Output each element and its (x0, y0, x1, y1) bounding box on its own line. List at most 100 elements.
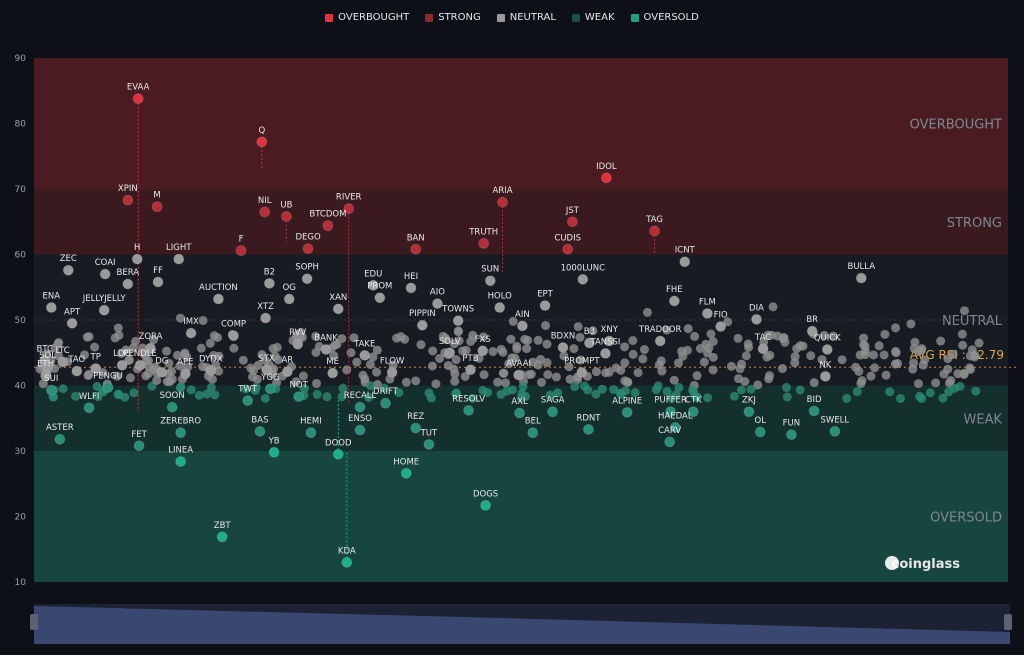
crowd-dot (925, 388, 935, 398)
point-nk (819, 370, 831, 382)
point-dogs (480, 499, 492, 511)
point-ptb (464, 364, 476, 376)
crowd-dot (671, 390, 681, 400)
legend-swatch (571, 13, 580, 22)
point-label: EPT (537, 290, 553, 300)
point-label: BTCDOM (309, 210, 346, 220)
navigator-handle-left[interactable] (30, 614, 38, 630)
point-label: XAN (329, 293, 347, 303)
legend-item-neutral[interactable]: NEUTRAL (496, 12, 556, 23)
point-jst (566, 216, 578, 228)
crowd-dot (781, 382, 791, 392)
crowd-dot (329, 351, 339, 361)
range-navigator[interactable] (0, 596, 1024, 655)
crowd-dot (510, 353, 520, 363)
point-yb (268, 446, 280, 458)
crowd-dot (958, 340, 968, 350)
point-label: SAGA (541, 396, 565, 406)
crowd-dot (124, 355, 134, 365)
point-label: F (239, 235, 244, 245)
point-prom (374, 292, 386, 304)
legend-item-oversold[interactable]: OVERSOLD (630, 12, 699, 23)
y-tick-label: 30 (15, 447, 27, 457)
point-label: TAO (67, 355, 85, 365)
point-carv (664, 436, 676, 448)
point-evaa (132, 93, 144, 105)
crowd-dot (80, 350, 90, 360)
crowd-dot (141, 371, 151, 381)
crowd-dot (144, 362, 154, 372)
crowd-dot (740, 377, 750, 387)
point-tac (757, 343, 769, 355)
crowd-dot (753, 380, 763, 390)
crowd-dot (312, 378, 322, 388)
crowd-dot (162, 346, 172, 356)
crowd-dot (112, 371, 122, 381)
point-auction (212, 293, 224, 305)
crowd-dot (297, 332, 307, 342)
point-pengu (102, 381, 114, 393)
crowd-dot (372, 367, 382, 377)
legend-item-overbought[interactable]: OVERBOUGHT (325, 12, 409, 23)
point-quick (821, 343, 833, 355)
crowd-dot (743, 339, 753, 349)
crowd-dot (569, 344, 579, 354)
crowd-dot (253, 360, 263, 370)
crowd-dot (93, 392, 103, 402)
zone-label-oversold: OVERSOLD (930, 511, 1002, 526)
y-tick-label: 80 (15, 120, 27, 130)
crowd-dot (633, 368, 643, 378)
crowd-dot (372, 380, 382, 390)
point-label: B3 (584, 327, 595, 337)
crowd-dot (597, 384, 607, 394)
point-rdnt (582, 423, 594, 435)
point-light (173, 253, 185, 265)
point-saga (547, 406, 559, 418)
crowd-dot (851, 362, 861, 372)
crowd-dot (474, 353, 484, 363)
crowd-dot (450, 376, 460, 386)
crowd-dot (260, 393, 270, 403)
legend-label: STRONG (438, 12, 481, 23)
legend-item-weak[interactable]: WEAK (571, 12, 615, 23)
point-ltc (57, 356, 69, 368)
legend-item-strong[interactable]: STRONG (425, 12, 481, 23)
point-twt (242, 395, 254, 407)
point-label: ICNT (675, 246, 696, 256)
crowd-dot (270, 351, 280, 361)
crowd-dot (896, 394, 906, 404)
point-label: QUICK (814, 333, 841, 343)
crowd-dot (795, 385, 805, 395)
crowd-dot (516, 393, 526, 403)
point-icnt (679, 256, 691, 268)
crowd-dot (248, 372, 258, 382)
crowd-dot (502, 386, 512, 396)
point-label: TP (90, 352, 101, 362)
crowd-dot (620, 376, 630, 386)
point-recall (354, 401, 366, 413)
point-label: TAG (645, 215, 663, 225)
point-label: XPIN (118, 184, 138, 194)
navigator-handle-right[interactable] (1004, 614, 1012, 630)
point-label: HAEDAL (658, 411, 693, 421)
crowd-dot (795, 341, 805, 351)
crowd-dot (767, 330, 777, 340)
point-label: FLM (699, 297, 716, 307)
crowd-dot (746, 384, 756, 394)
crowd-dot (620, 358, 630, 368)
crowd-dot (708, 352, 718, 362)
crowd-dot (368, 352, 378, 362)
crowd-dot (931, 378, 941, 388)
point-label: FIO (714, 311, 728, 321)
crowd-dot (674, 383, 684, 393)
point-xtz (260, 312, 272, 324)
point-haedal (669, 421, 681, 433)
crowd-dot (212, 332, 222, 342)
point-holo (494, 302, 506, 314)
crowd-dot (194, 390, 204, 400)
point-label: TAKE (353, 339, 375, 349)
point-edu (367, 279, 379, 291)
crowd-dot (453, 327, 463, 337)
crowd-dot (172, 350, 182, 360)
crowd-dot (543, 370, 553, 380)
